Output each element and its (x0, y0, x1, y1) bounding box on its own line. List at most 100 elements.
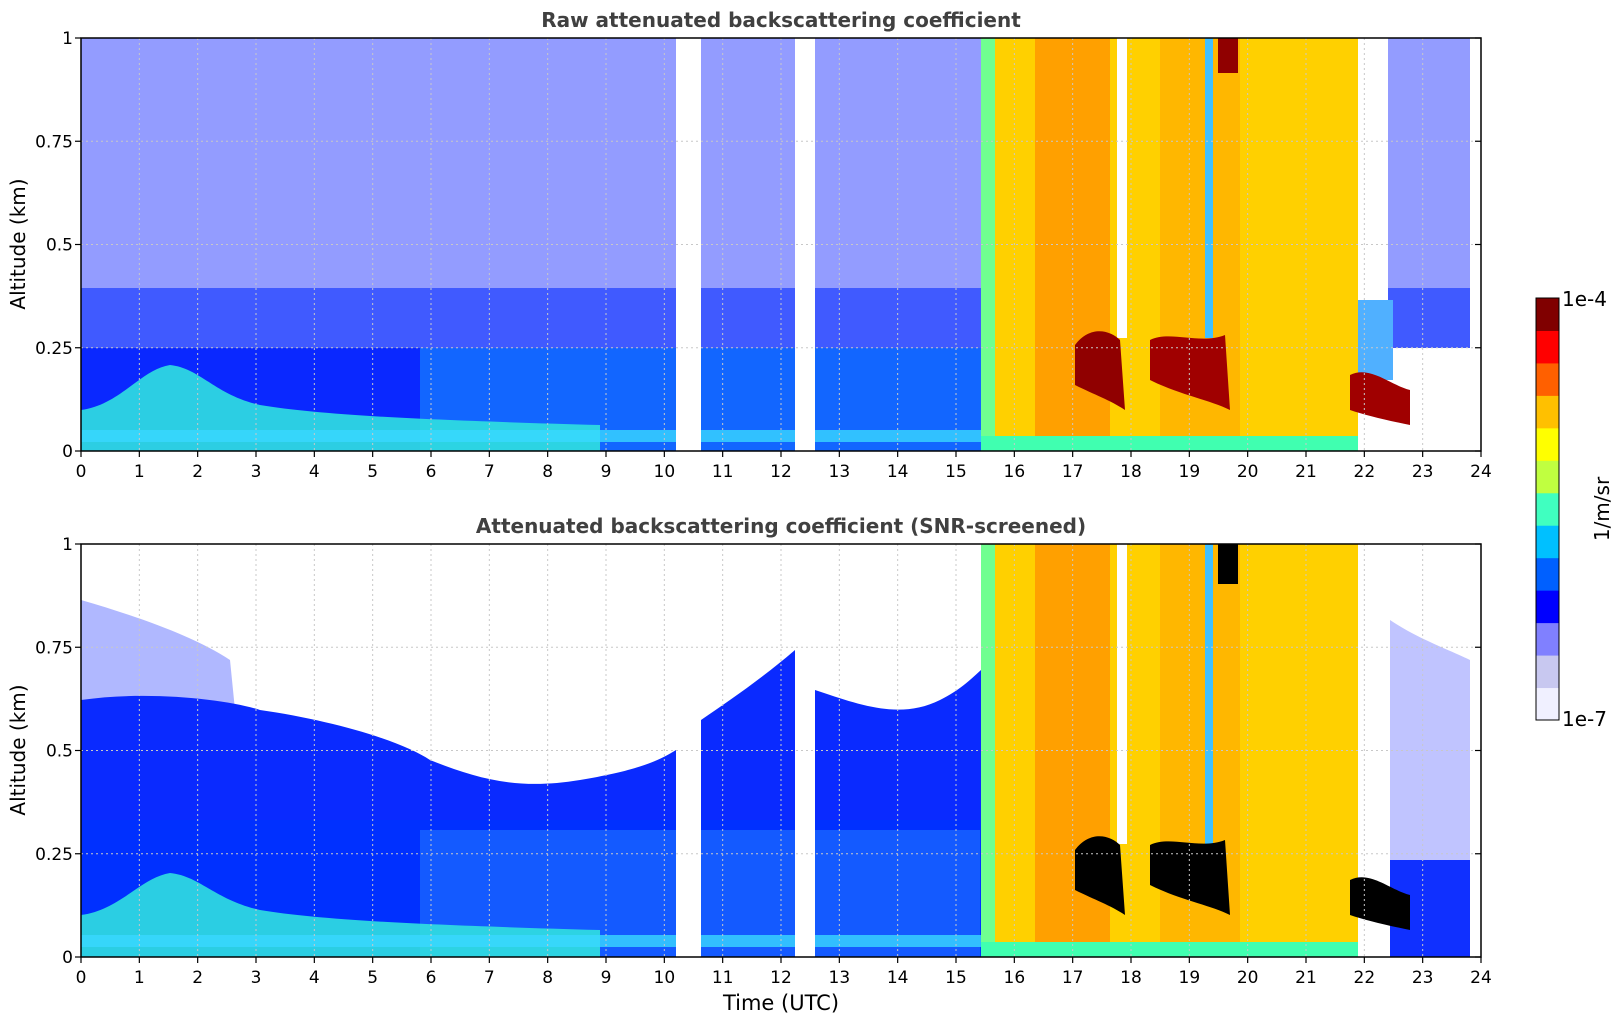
screened-x-tick-label: 14 (887, 968, 909, 988)
screened-x-tick-label: 4 (309, 968, 320, 988)
raw-x-tick-label: 15 (945, 462, 967, 482)
raw-y-tick-label: 0.5 (46, 236, 73, 256)
raw-x-tick-label: 23 (1412, 462, 1434, 482)
raw-x-tick-label: 2 (192, 462, 203, 482)
panel-raw-x-ticks: 0 1 2 3 4 5 6 7 8 9 10 11 12 13 14 15 16 17 18 19 20 21 22 23 24 (76, 451, 1492, 482)
colorbar-swatch (1536, 687, 1559, 721)
raw-x-tick-label: 5 (367, 462, 378, 482)
colorbar-swatch (1536, 492, 1559, 526)
screened-x-tick-label: 7 (484, 968, 495, 988)
panel-raw-title: Raw attenuated backscattering coefficien… (541, 8, 1021, 32)
panel-screened-xlabel: Time (UTC) (722, 991, 839, 1015)
raw-x-tick-label: 11 (712, 462, 734, 482)
screened-x-tick-label: 11 (712, 968, 734, 988)
raw-dark-red-layer-b (1150, 335, 1230, 410)
screened-clear-column (1358, 544, 1388, 874)
colorbar-swatch (1536, 298, 1559, 331)
screened-x-tick-label: 3 (251, 968, 262, 988)
colorbar: 1e-4 1e-7 1/m/sr (1535, 287, 1614, 731)
screened-x-tick-label: 18 (1120, 968, 1142, 988)
raw-clear-column-edge (1358, 300, 1393, 380)
colorbar-swatch (1536, 427, 1559, 461)
raw-x-tick-label: 9 (601, 462, 612, 482)
panel-screened: Attenuated backscattering coefficient (S… (6, 514, 1492, 1015)
screened-x-tick-label: 17 (1062, 968, 1084, 988)
raw-x-tick-label: 24 (1470, 462, 1492, 482)
panel-screened-ylabel: Altitude (km) (6, 684, 30, 815)
raw-y-tick-label: 0.25 (35, 339, 73, 359)
colorbar-frame (1535, 297, 1560, 721)
colorbar-swatch (1536, 395, 1559, 429)
screened-cloud-surface-band (981, 942, 1358, 957)
screened-x-tick-label: 1 (134, 968, 145, 988)
screened-y-tick-label: 0.5 (46, 742, 73, 762)
colorbar-swatch (1536, 557, 1559, 591)
panel-screened-grid (81, 544, 1481, 957)
raw-x-tick-label: 6 (426, 462, 437, 482)
raw-y-tick-label: 1 (62, 29, 73, 49)
raw-x-tick-label: 10 (654, 462, 676, 482)
screened-y-tick-label: 1 (62, 535, 73, 555)
raw-dark-red-layer-c (1350, 372, 1410, 425)
screened-data-gap-2 (795, 544, 815, 957)
raw-x-tick-label: 17 (1062, 462, 1084, 482)
raw-y-tick-label: 0 (62, 442, 73, 462)
screened-y-tick-label: 0 (62, 948, 73, 968)
screened-x-tick-label: 2 (192, 968, 203, 988)
colorbar-swatch (1536, 622, 1559, 656)
screened-x-tick-label: 16 (1004, 968, 1026, 988)
screened-x-tick-label: 22 (1354, 968, 1376, 988)
screened-x-tick-label: 23 (1412, 968, 1434, 988)
raw-aerosol-bump (81, 365, 600, 451)
raw-x-tick-label: 1 (134, 462, 145, 482)
screened-x-tick-label: 8 (542, 968, 553, 988)
raw-cloud-surface-band (981, 436, 1358, 451)
raw-x-tick-label: 16 (1004, 462, 1026, 482)
colorbar-swatch (1536, 525, 1559, 559)
raw-surface-band (81, 430, 981, 442)
raw-x-tick-label: 13 (829, 462, 851, 482)
screened-x-tick-label: 10 (654, 968, 676, 988)
screened-y-tick-label: 0.25 (35, 845, 73, 865)
raw-y-tick-label: 0.75 (35, 132, 73, 152)
raw-x-tick-label: 12 (770, 462, 792, 482)
raw-dark-red-layer-a (1075, 331, 1125, 410)
screened-x-tick-label: 0 (76, 968, 87, 988)
colorbar-gradient (1536, 298, 1559, 721)
colorbar-swatch (1536, 460, 1559, 494)
raw-x-tick-label: 22 (1354, 462, 1376, 482)
panel-screened-y-ticks: 0 0.25 0.5 0.75 1 (35, 535, 1481, 968)
screened-x-tick-label: 13 (829, 968, 851, 988)
screened-x-tick-label: 15 (945, 968, 967, 988)
colorbar-min-label: 1e-7 (1562, 707, 1607, 731)
raw-dark-red-top (1218, 38, 1238, 73)
screened-cloud-gap2 (1205, 544, 1213, 844)
raw-x-tick-label: 8 (542, 462, 553, 482)
raw-x-tick-label: 4 (309, 462, 320, 482)
screened-x-tick-label: 6 (426, 968, 437, 988)
screened-x-tick-label: 9 (601, 968, 612, 988)
raw-x-tick-label: 19 (1179, 462, 1201, 482)
screened-y-tick-label: 0.75 (35, 638, 73, 658)
raw-data-gap-2 (795, 38, 815, 451)
panel-raw-grid (81, 38, 1481, 451)
screened-black-layer-a (1075, 836, 1125, 915)
raw-cloud-gap2 (1205, 38, 1213, 338)
raw-x-tick-label: 14 (887, 462, 909, 482)
colorbar-swatch (1536, 362, 1559, 396)
panel-raw: Raw attenuated backscattering coefficien… (6, 8, 1492, 482)
screened-x-tick-label: 19 (1179, 968, 1201, 988)
colorbar-swatch (1536, 590, 1559, 624)
screened-pale-east (1390, 620, 1470, 860)
screened-black-layer-c (1350, 877, 1410, 930)
raw-x-tick-label: 0 (76, 462, 87, 482)
panel-screened-x-ticks: 0 1 2 3 4 5 6 7 8 9 10 11 12 13 14 15 16 17 18 19 20 21 22 23 24 (76, 957, 1492, 988)
screened-black-layer-b (1150, 840, 1230, 915)
colorbar-swatch (1536, 655, 1559, 689)
screened-surface-band (81, 935, 981, 947)
screened-x-tick-label: 24 (1470, 968, 1492, 988)
panel-raw-ylabel: Altitude (km) (6, 178, 30, 309)
panel-screened-title: Attenuated backscattering coefficient (S… (476, 514, 1086, 538)
screened-black-top (1218, 544, 1238, 584)
